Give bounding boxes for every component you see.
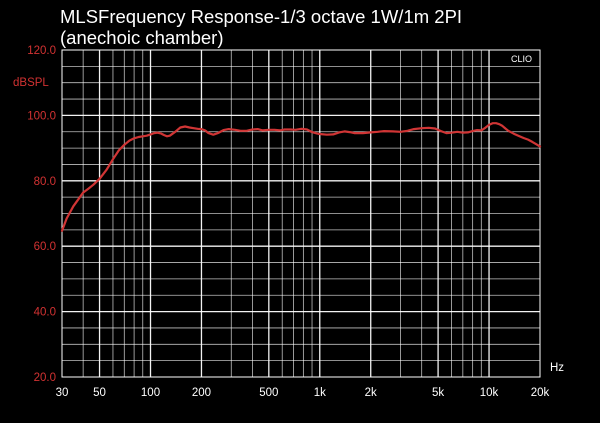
y-tick-label: 100.0: [27, 110, 56, 122]
x-tick-label: 50: [93, 387, 106, 399]
y-tick-labels: 20.0 40.0 60.0 80.0 100.0 120.0: [27, 45, 56, 384]
x-axis-label: Hz: [550, 362, 564, 374]
x-tick-labels: 30 50 100 200 500 1k 2k 5k 10k 20k: [56, 387, 550, 399]
x-tick-label: 20k: [531, 387, 550, 399]
clio-watermark: CLIO: [511, 54, 532, 64]
x-tick-label: 10k: [480, 387, 499, 399]
plot-frame: [61, 49, 541, 378]
chart-subtitle: (anechoic chamber): [60, 27, 224, 48]
y-tick-label: 80.0: [34, 176, 56, 188]
x-tick-label: 5k: [432, 387, 444, 399]
x-tick-label: 200: [192, 387, 211, 399]
y-tick-label: 120.0: [27, 45, 56, 57]
series-layer: [60, 122, 542, 232]
x-tick-label: 1k: [314, 387, 326, 399]
y-tick-label: 60.0: [34, 241, 56, 253]
x-tick-label: 500: [259, 387, 278, 399]
chart-title: MLSFrequency Response-1/3 octave 1W/1m 2…: [60, 6, 462, 27]
grid-lines: [62, 50, 540, 377]
y-axis-label: dBSPL: [13, 77, 49, 89]
y-tick-label: 40.0: [34, 307, 56, 319]
x-tick-label: 100: [141, 387, 160, 399]
x-tick-label: 30: [56, 387, 69, 399]
frequency-response-line: [60, 122, 542, 232]
x-tick-label: 2k: [365, 387, 377, 399]
y-tick-label: 20.0: [34, 372, 56, 384]
